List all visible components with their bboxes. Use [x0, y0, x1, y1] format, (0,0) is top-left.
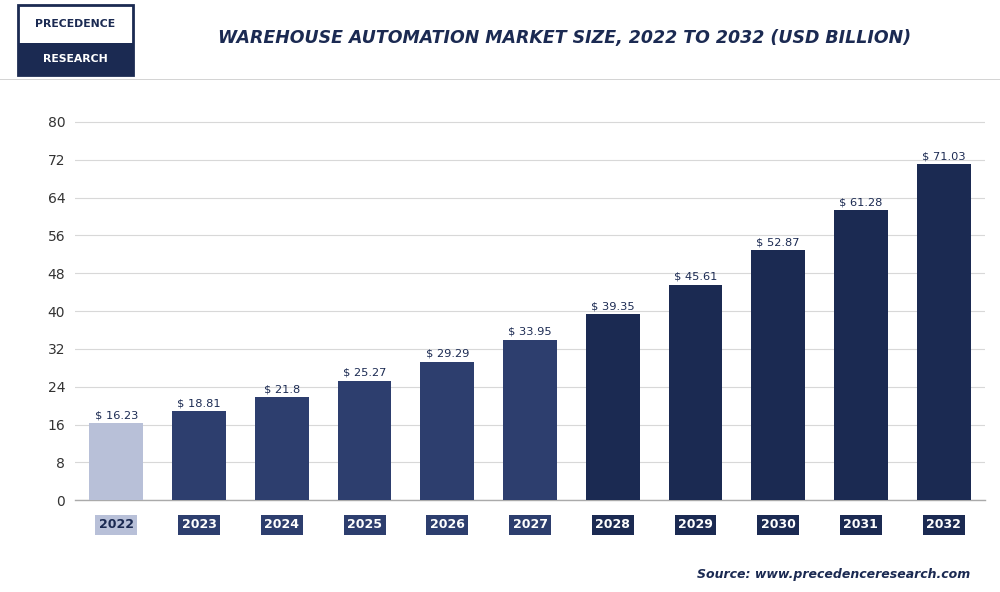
Text: 2030: 2030 [761, 518, 796, 531]
Text: $ 29.29: $ 29.29 [426, 349, 469, 359]
Text: $ 45.61: $ 45.61 [674, 272, 717, 282]
Text: 2023: 2023 [182, 518, 217, 531]
Text: 2026: 2026 [430, 518, 465, 531]
Text: $ 16.23: $ 16.23 [95, 411, 138, 421]
Bar [586, 314, 640, 500]
Bar [834, 210, 888, 500]
Text: $ 61.28: $ 61.28 [839, 198, 883, 208]
Text: 2028: 2028 [595, 518, 630, 531]
Text: $ 25.27: $ 25.27 [343, 368, 386, 378]
Bar [917, 165, 971, 500]
Text: $ 52.87: $ 52.87 [756, 237, 800, 247]
Text: $ 71.03: $ 71.03 [922, 152, 965, 162]
Text: WAREHOUSE AUTOMATION MARKET SIZE, 2022 TO 2032 (USD BILLION): WAREHOUSE AUTOMATION MARKET SIZE, 2022 T… [218, 30, 912, 47]
Bar [255, 397, 309, 500]
Text: $ 18.81: $ 18.81 [177, 398, 221, 408]
Text: $ 39.35: $ 39.35 [591, 301, 635, 311]
Text: Source: www.precedenceresearch.com: Source: www.precedenceresearch.com [697, 568, 970, 581]
Bar [669, 285, 722, 500]
Bar [420, 362, 474, 500]
FancyBboxPatch shape [18, 43, 133, 75]
Text: 2032: 2032 [926, 518, 961, 531]
Bar [338, 381, 391, 500]
Bar [89, 423, 143, 500]
Text: 2022: 2022 [99, 518, 134, 531]
Text: $ 33.95: $ 33.95 [508, 327, 552, 337]
Text: 2027: 2027 [512, 518, 548, 531]
Bar [172, 411, 226, 500]
Bar [503, 340, 557, 500]
Text: 2025: 2025 [347, 518, 382, 531]
Bar [751, 250, 805, 500]
Text: 2031: 2031 [843, 518, 878, 531]
Text: 2024: 2024 [264, 518, 299, 531]
FancyBboxPatch shape [18, 5, 133, 75]
Text: 2029: 2029 [678, 518, 713, 531]
Text: RESEARCH: RESEARCH [43, 54, 108, 64]
Text: PRECEDENCE: PRECEDENCE [35, 20, 116, 30]
Text: $ 21.8: $ 21.8 [264, 384, 300, 394]
